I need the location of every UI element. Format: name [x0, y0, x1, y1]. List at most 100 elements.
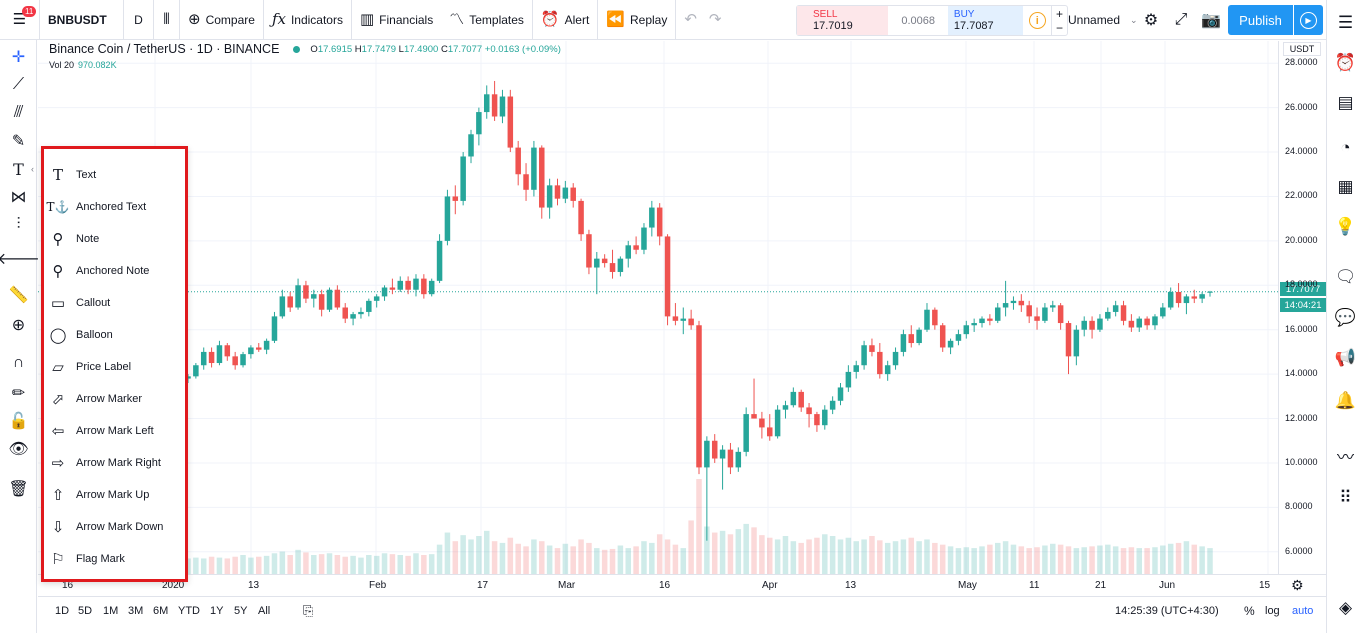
text-tool[interactable]: T — [0, 156, 37, 182]
clock[interactable]: 14:25:39 (UTC+4:30) — [1115, 605, 1219, 617]
range-button-1m[interactable]: 1M — [103, 605, 119, 617]
replay-button[interactable]: ⏪ Replay — [598, 0, 677, 40]
minus-icon[interactable]: − — [1056, 20, 1064, 35]
flag-icon: ⚐ — [51, 551, 65, 568]
menu-item-note[interactable]: ⚲ Note — [47, 226, 185, 252]
candlestick-chart[interactable] — [38, 41, 1278, 574]
collapse-arrow-icon[interactable]: ‹ — [31, 164, 34, 174]
hide-tool[interactable]: 👁 — [0, 436, 37, 462]
lock-all-tool[interactable]: 🔓 — [0, 408, 37, 434]
back-tool[interactable]: 🡐 — [0, 245, 40, 271]
price-label-icon: ▱ — [52, 359, 64, 376]
volume-label[interactable]: Vol 20 — [49, 60, 75, 70]
streams-button[interactable]: 📢 — [1327, 343, 1363, 373]
chats-button[interactable]: 🗨 — [1327, 262, 1363, 292]
volume-bar — [405, 555, 411, 574]
chart-style-button[interactable]: ⫴ — [154, 0, 180, 40]
range-button-3m[interactable]: 3M — [128, 605, 144, 617]
remove-tool[interactable]: 🗑 — [0, 476, 37, 502]
hotlist-button[interactable]: ◔ — [1327, 133, 1363, 163]
menu-item-arrow-marker[interactable]: ⬀ Arrow Marker — [47, 386, 185, 412]
candle — [452, 185, 459, 215]
candle — [625, 240, 631, 268]
fullscreen-button[interactable]: ⤢ — [1166, 0, 1196, 40]
zoom-tool[interactable]: ⊕ — [0, 312, 37, 338]
indicators-button[interactable]: ƒx Indicators — [264, 0, 352, 40]
magnet-tool[interactable]: ∩ — [0, 350, 37, 376]
chart-pane[interactable]: Binance Coin / TetherUS · 1D · BINANCE O… — [38, 41, 1278, 574]
scale-settings-icon[interactable]: ⚙ — [1291, 577, 1304, 593]
lock-drawing-tool[interactable]: ✏ — [0, 380, 37, 406]
menu-item-flag-mark[interactable]: ⚐ Flag Mark — [47, 546, 185, 572]
quantity-stepper[interactable]: + − — [1051, 6, 1067, 35]
menu-item-arrow-mark-left[interactable]: ⇦ Arrow Mark Left — [47, 418, 185, 444]
menu-item-balloon[interactable]: ◯ Balloon — [47, 322, 185, 348]
layout-menu[interactable]: Unnamed ⌄ — [1068, 0, 1138, 40]
watchlist-button[interactable]: ☰ — [1327, 8, 1363, 38]
menu-item-anchored-note[interactable]: ⚲ Anchored Note — [47, 258, 185, 284]
financials-button[interactable]: ▥ Financials — [352, 0, 441, 40]
prediction-tool[interactable]: ⫶ — [0, 212, 37, 238]
compare-button[interactable]: ⊕ Compare — [180, 0, 264, 40]
percent-toggle[interactable]: % — [1244, 604, 1255, 618]
screener-button[interactable]: 〰 — [1327, 440, 1363, 470]
undo-icon[interactable]: ↶ — [684, 11, 697, 28]
publish-button[interactable]: Publish — [1228, 5, 1293, 35]
more-button[interactable]: ⠿ — [1327, 483, 1363, 513]
candle-body — [971, 323, 977, 326]
range-button-ytd[interactable]: YTD — [178, 605, 200, 617]
volume-bar — [939, 544, 946, 574]
layers-button[interactable]: ◈ — [1327, 593, 1363, 623]
redo-icon[interactable]: ↷ — [708, 11, 722, 28]
crosshair-tool[interactable]: ✛ — [0, 44, 37, 70]
warning-button[interactable]: i — [1023, 6, 1051, 35]
candle — [279, 289, 286, 319]
menu-item-arrow-mark-up[interactable]: ⇧ Arrow Mark Up — [47, 482, 185, 508]
measure-tool[interactable]: 📏 — [0, 282, 37, 308]
messages-button[interactable]: 💬 — [1327, 303, 1363, 333]
log-toggle[interactable]: log — [1265, 605, 1280, 617]
buy-button[interactable]: BUY 17.7087 — [947, 6, 1024, 35]
notifications-button[interactable]: 🔔 — [1327, 386, 1363, 416]
range-button-5d[interactable]: 5D — [78, 605, 93, 617]
balloon-icon: ◯ — [49, 327, 67, 344]
settings-button[interactable]: ⚙ — [1136, 0, 1166, 40]
alert-button[interactable]: ⏰ Alert — [533, 0, 599, 40]
auto-toggle[interactable]: auto — [1292, 605, 1314, 617]
range-button-all[interactable]: All — [258, 605, 271, 617]
symbol-title[interactable]: Binance Coin / TetherUS · 1D · BINANCE — [49, 42, 280, 56]
publish-play-button[interactable]: ▶ — [1294, 5, 1323, 35]
menu-item-callout[interactable]: ▭ Callout — [47, 290, 185, 316]
trend-line-tool[interactable]: ⟋ — [0, 72, 37, 98]
currency-label[interactable]: USDT — [1283, 42, 1321, 56]
templates-button[interactable]: 〽 Templates — [441, 0, 533, 40]
range-button-6m[interactable]: 6M — [153, 605, 169, 617]
price-scale[interactable]: USDT 17.7077 14:04:21 28.0000 26.0000 24.0… — [1278, 41, 1326, 574]
ideas-button[interactable]: 💡 — [1327, 212, 1363, 242]
snapshot-button[interactable]: 📷 — [1196, 0, 1226, 40]
brush-tool[interactable]: ✎ — [0, 128, 37, 154]
data-window-button[interactable]: ▤ — [1327, 88, 1363, 118]
alerts-button[interactable]: ⏰ — [1327, 48, 1363, 78]
menu-item-price-label[interactable]: ▱ Price Label — [47, 354, 185, 380]
price-tick: 28.0000 — [1285, 57, 1318, 68]
fib-tool[interactable]: ⫻ — [0, 100, 37, 126]
range-button-1y[interactable]: 1Y — [210, 605, 224, 617]
candle — [531, 140, 537, 197]
calendar-button[interactable]: ▦ — [1327, 172, 1363, 202]
date-range-icon[interactable]: ⎘ — [303, 603, 314, 618]
range-button-1d[interactable]: 1D — [55, 605, 70, 617]
plus-icon[interactable]: + — [1056, 6, 1064, 21]
symbol-search-button[interactable]: BNBUSDT — [40, 0, 124, 40]
range-button-5y[interactable]: 5Y — [234, 605, 248, 617]
main-menu-button[interactable]: ☰ 11 — [0, 0, 40, 40]
menu-item-anchored-text[interactable]: T⚓ Anchored Text — [47, 194, 185, 220]
menu-item-text[interactable]: T Text — [47, 162, 185, 188]
interval-button[interactable]: D — [124, 0, 154, 40]
time-scale[interactable]: ⚙ 16 2020 13 Feb 17 Mar 16 Apr 13 May 11 21 Jun 15 — [38, 574, 1326, 596]
pattern-tool[interactable]: ⋈ — [0, 184, 37, 210]
menu-item-arrow-mark-down[interactable]: ⇩ Arrow Mark Down — [47, 514, 185, 540]
menu-item-arrow-mark-right[interactable]: ⇨ Arrow Mark Right — [47, 450, 185, 476]
sell-button[interactable]: SELL 17.7019 — [797, 6, 889, 35]
annotation-tools-menu: T Text T⚓ Anchored Text ⚲ Note ⚲ Anchored Note ▭… — [41, 146, 188, 582]
